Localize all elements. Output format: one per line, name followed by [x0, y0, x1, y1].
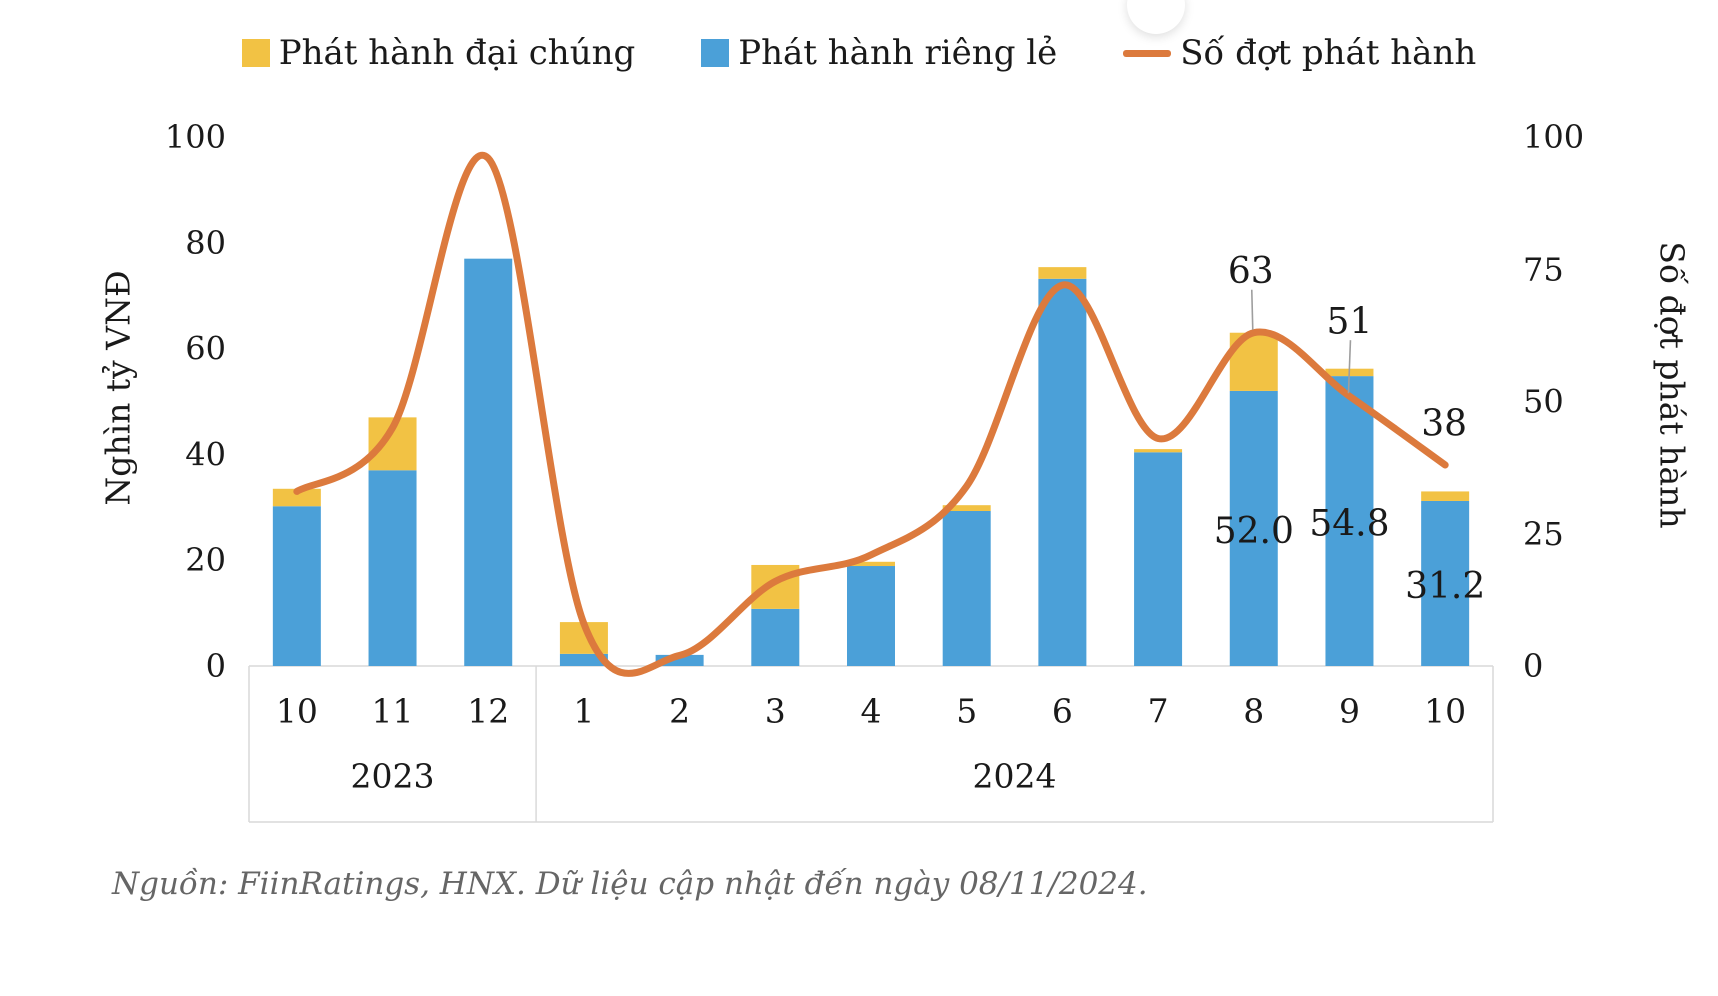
month-label: 7 — [1148, 692, 1169, 731]
month-label: 10 — [1424, 692, 1466, 731]
bar-private-7 — [1134, 452, 1183, 666]
bar-private-9 — [1325, 376, 1374, 666]
legend-label-public: Phát hành đại chúng — [278, 33, 636, 73]
left-axis-tick: 20 — [185, 541, 226, 579]
month-label: 5 — [956, 692, 977, 731]
bar-public-10 — [272, 488, 321, 507]
year-label: 2023 — [351, 757, 435, 796]
left-axis-tick: 80 — [185, 224, 226, 262]
bar-value-label: 52.0 — [1214, 511, 1294, 552]
month-label: 8 — [1243, 692, 1264, 731]
bar-private-2 — [655, 654, 704, 666]
legend-item-line: Số đợt phát hành — [1123, 36, 1476, 70]
public-issuance-swatch-icon — [241, 39, 270, 67]
left-axis-tick: 60 — [185, 330, 226, 368]
source-note: Nguồn: FiinRatings, HNX. Dữ liệu cập nhậ… — [112, 866, 1148, 902]
bar-private-4 — [847, 566, 895, 666]
line-value-label: 38 — [1421, 403, 1467, 444]
legend-label-private: Phát hành riêng lẻ — [738, 33, 1058, 73]
bar-private-10 — [272, 506, 321, 666]
line-value-label: 63 — [1228, 251, 1274, 292]
bar-public-5 — [942, 505, 991, 512]
line-value-label: 51 — [1327, 302, 1373, 343]
bar-private-1 — [559, 653, 608, 666]
private-issuance-swatch-icon — [701, 39, 730, 67]
bar-private-3 — [751, 608, 800, 666]
bar-private-12 — [464, 258, 513, 666]
right-axis-tick: 25 — [1523, 515, 1564, 553]
right-axis-title: Số đợt phát hành — [1652, 241, 1692, 529]
month-label: 4 — [861, 692, 882, 731]
bar-public-6 — [1038, 267, 1087, 279]
bar-private-11 — [368, 470, 417, 666]
bar-public-7 — [1134, 449, 1183, 453]
right-axis-tick: 0 — [1523, 647, 1543, 685]
bar-value-label: 31.2 — [1405, 566, 1485, 607]
right-axis-tick: 75 — [1523, 250, 1564, 288]
legend-label-line: Số đợt phát hành — [1180, 33, 1477, 73]
month-label: 3 — [765, 692, 786, 731]
issuance-count-line-swatch-icon — [1123, 49, 1172, 57]
left-axis-tick: 100 — [165, 118, 226, 156]
month-label: 9 — [1339, 692, 1360, 731]
bar-private-10 — [1421, 500, 1470, 666]
bar-value-label: 54.8 — [1309, 504, 1389, 545]
left-axis-tick: 0 — [206, 647, 226, 685]
month-label: 1 — [573, 692, 594, 731]
month-label: 12 — [467, 692, 509, 731]
left-axis-title: Nghìn tỷ VNĐ — [98, 270, 138, 506]
right-axis-tick: 50 — [1523, 383, 1564, 421]
month-label: 11 — [372, 692, 414, 731]
month-label: 6 — [1052, 692, 1073, 731]
legend-item-public: Phát hành đại chúng — [241, 33, 636, 73]
year-label: 2024 — [973, 757, 1057, 796]
callout-connector — [1347, 340, 1352, 394]
bar-public-4 — [847, 561, 895, 567]
legend: Phát hành đại chúng Phát hành riêng lẻ S… — [0, 36, 1718, 70]
bar-public-10 — [1421, 491, 1470, 501]
legend-item-private: Phát hành riêng lẻ — [701, 36, 1057, 70]
issuance-count-line — [293, 151, 1449, 677]
bar-private-8 — [1229, 390, 1278, 666]
callout-connector — [1250, 289, 1254, 330]
right-axis-tick: 100 — [1523, 118, 1584, 156]
bar-private-6 — [1038, 278, 1087, 666]
month-label: 10 — [276, 692, 318, 731]
month-label: 2 — [669, 692, 690, 731]
bar-private-5 — [942, 511, 991, 666]
left-axis-tick: 40 — [185, 435, 226, 473]
